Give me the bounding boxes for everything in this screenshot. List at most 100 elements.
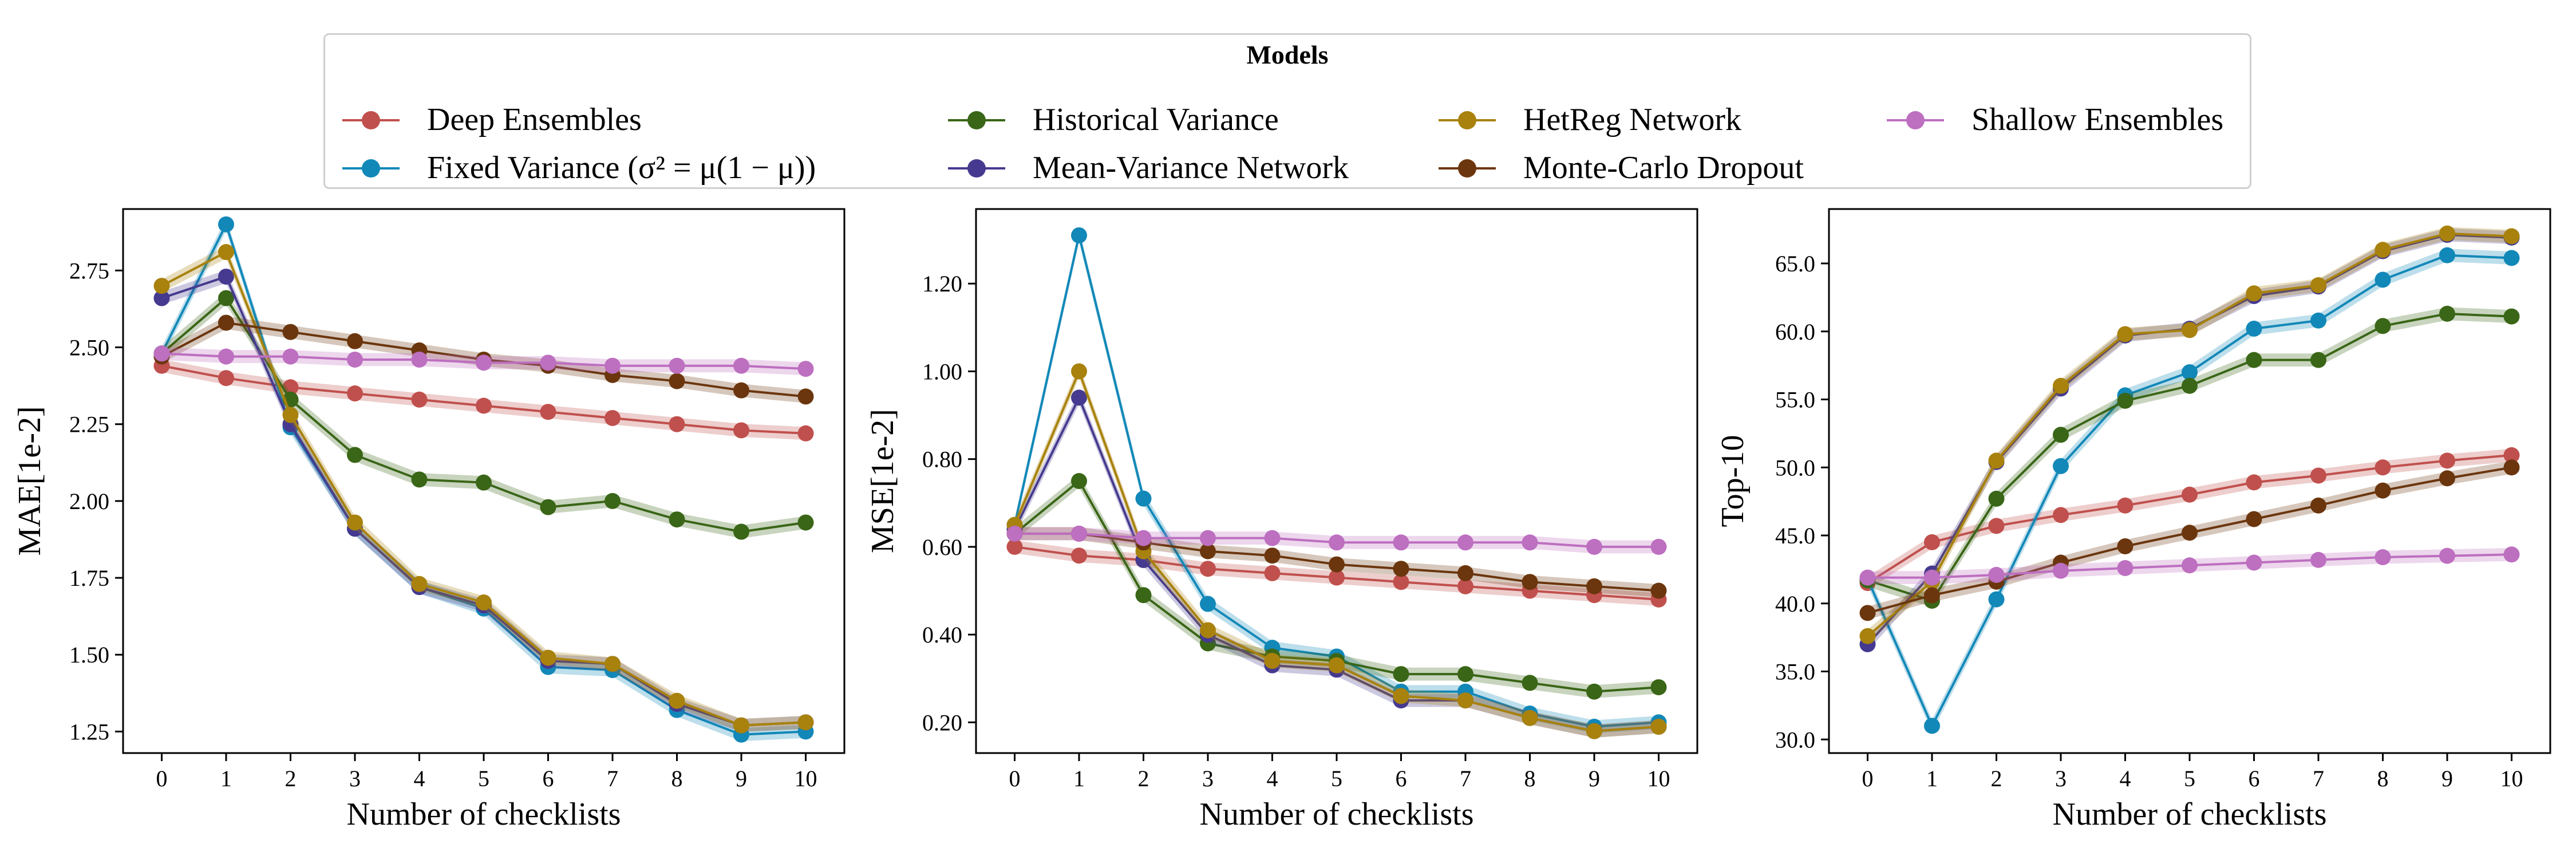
y-tick-label: 35.0 [1775, 659, 1815, 685]
data-point [669, 511, 685, 528]
data-point [1135, 530, 1152, 546]
x-tick-label: 5 [1331, 766, 1342, 791]
legend-label-fixed-variance: Fixed Variance (σ² = μ(1 − μ)) [427, 150, 816, 186]
data-point [2182, 557, 2198, 574]
x-tick-label: 0 [1862, 766, 1874, 791]
chart-panel-2: 0 1 2 3 4 5 6 7 8 9 10 0.20 0.40 0.60 0.80 1.00 1.20 Numb… [865, 208, 1698, 832]
x-tick-label: 3 [349, 766, 361, 791]
y-tick-label: 1.75 [69, 565, 109, 591]
data-point [1135, 490, 1152, 507]
data-point [2503, 546, 2520, 563]
legend-label-mean-variance-network: Mean-Variance Network [1033, 150, 1349, 186]
y-tick-label: 2.50 [69, 335, 109, 361]
data-point [1264, 653, 1281, 669]
legend-entry-shallow-ensembles: Shallow Ensembles [1881, 102, 2223, 137]
series-shallow-ensembles [153, 345, 814, 377]
data-point [476, 594, 492, 611]
x-tick-label: 8 [671, 766, 683, 791]
data-point [2117, 538, 2134, 554]
data-point [1071, 227, 1087, 243]
x-tick-label: 10 [2500, 766, 2523, 791]
x-tick-label: 6 [2249, 766, 2260, 791]
x-tick-label: 6 [543, 766, 554, 791]
y-tick-label: 2.25 [69, 412, 109, 438]
data-point [476, 474, 492, 491]
chart-panel-1: 0 1 2 3 4 5 6 7 8 9 10 1.25 1.50 1.75 2.00 2.25 2.50 2.75… [12, 208, 846, 832]
data-point [605, 492, 621, 509]
x-tick-label: 10 [795, 766, 817, 791]
x-tick-label: 8 [1524, 766, 1536, 791]
y-axis-label: Top-10 [1715, 435, 1751, 527]
data-point [797, 425, 814, 442]
data-point [2503, 308, 2520, 325]
data-point [1924, 534, 1940, 550]
data-point [2503, 228, 2520, 245]
data-point [1393, 688, 1409, 704]
series-monte-carlo-dropout [1006, 525, 1667, 599]
legend-swatch-mean-variance-network [942, 151, 1011, 185]
x-tick-label: 0 [156, 766, 168, 791]
data-point [2310, 467, 2326, 484]
data-point [1200, 530, 1216, 546]
x-tick-label: 6 [1396, 766, 1407, 791]
legend-swatch-deep-ensembles [337, 103, 405, 137]
legend-swatch-hetreg-network [1433, 103, 1502, 137]
data-point [1522, 675, 1538, 691]
data-point [411, 576, 428, 592]
data-point [797, 361, 814, 377]
y-tick-label: 0.80 [922, 447, 962, 472]
data-point [2182, 377, 2198, 394]
legend-swatch-historical-variance [942, 103, 1011, 137]
data-point [2117, 326, 2134, 342]
y-tick-label: 2.00 [69, 488, 109, 514]
series-shallow-ensembles [1859, 546, 2520, 586]
data-point [2439, 247, 2455, 263]
legend-label-hetreg-network: HetReg Network [1523, 102, 1742, 137]
data-point [1586, 723, 1602, 739]
legend-label-historical-variance: Historical Variance [1033, 102, 1279, 137]
y-tick-label: 45.0 [1775, 523, 1815, 549]
data-point [1988, 566, 2005, 583]
y-tick-label: 55.0 [1775, 387, 1815, 413]
x-tick-label: 4 [2120, 766, 2131, 791]
data-point [733, 717, 749, 734]
data-point [2182, 486, 2198, 503]
x-tick-label: 10 [1647, 766, 1670, 791]
y-tick-label: 0.20 [922, 710, 962, 735]
x-tick-label: 5 [478, 766, 489, 791]
plots-group: 0 1 2 3 4 5 6 7 8 9 101.251.501.752.002.252.502.75… [12, 208, 2551, 832]
data-point [1264, 530, 1281, 546]
x-tick-label: 2 [1991, 766, 2002, 791]
data-point [1006, 525, 1023, 542]
y-tick-label: 1.25 [69, 719, 109, 744]
data-point [2053, 507, 2069, 523]
x-tick-label: 4 [1267, 766, 1278, 791]
data-point [282, 348, 299, 365]
data-point [1650, 538, 1667, 555]
series-historical-variance [153, 290, 814, 540]
plot-area [1859, 225, 2520, 734]
data-point [1522, 534, 1538, 551]
data-point [347, 351, 363, 368]
legend-entry-mean-variance-network: Mean-Variance Network [942, 150, 1349, 186]
x-axis-label: Number of checklists [2053, 797, 2327, 832]
data-point [605, 409, 621, 426]
data-point [2117, 392, 2134, 409]
data-point [1988, 591, 2005, 608]
confidence-band [1867, 460, 2512, 620]
x-tick-label: 1 [220, 766, 232, 791]
legend-label-monte-carlo-dropout: Monte-Carlo Dropout [1523, 150, 1804, 186]
data-point [1988, 518, 2005, 534]
x-tick-label: 3 [2055, 766, 2067, 791]
data-point [2503, 459, 2520, 476]
data-point [1457, 666, 1473, 683]
data-point [2182, 525, 2198, 541]
data-point [2117, 560, 2134, 576]
legend-swatch-monte-carlo-dropout [1433, 151, 1502, 185]
x-tick-label: 2 [285, 766, 297, 791]
data-point [1650, 679, 1667, 696]
legend-swatch-fixed-variance [337, 151, 405, 185]
data-point [733, 357, 749, 374]
x-axis-label: Number of checklists [347, 797, 621, 832]
series-mean-variance-network [153, 269, 814, 734]
